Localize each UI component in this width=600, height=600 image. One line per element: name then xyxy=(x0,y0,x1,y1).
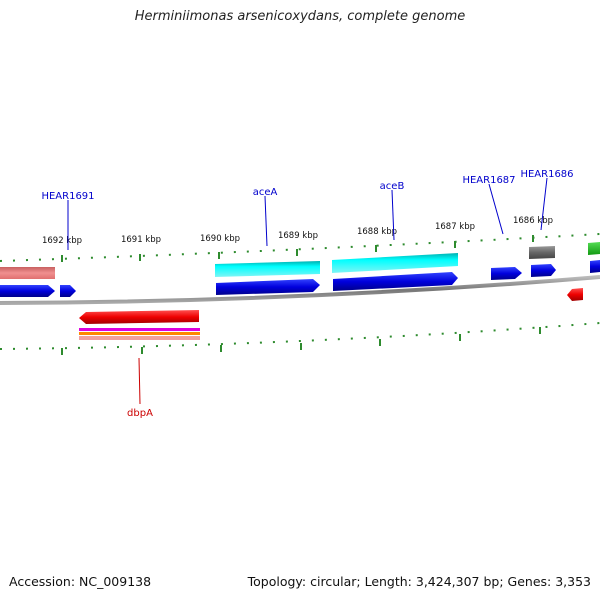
label-dbpA[interactable]: dbpA xyxy=(127,408,153,419)
accession-text: Accession: NC_009138 xyxy=(9,574,152,589)
gene-labels: HEAR1691 aceA aceB HEAR1687 HEAR1686 dbp… xyxy=(41,169,573,419)
inner-tick-dots xyxy=(0,322,600,350)
gene-dbpA-pink xyxy=(79,336,200,340)
gene-dbpA-magenta xyxy=(79,328,200,331)
cds-aceA xyxy=(216,279,320,295)
tick-label: 1689 kbp xyxy=(278,231,318,241)
label-hear1687[interactable]: HEAR1687 xyxy=(462,175,515,186)
gene-aceA-cyan xyxy=(215,261,320,277)
gene-red-small xyxy=(567,288,583,301)
cds-hear1691 xyxy=(60,285,76,297)
outer-major-ticks xyxy=(61,235,534,262)
label-aceB[interactable]: aceB xyxy=(380,181,405,192)
tick-label: 1686 kbp xyxy=(513,216,553,226)
label-hear1686[interactable]: HEAR1686 xyxy=(520,169,573,180)
forward-cds[interactable] xyxy=(0,260,600,297)
cds-aceB xyxy=(333,272,458,291)
gene-dbpA-orange xyxy=(79,332,200,335)
cds-arrow xyxy=(0,285,55,297)
gene-aceB-cyan xyxy=(332,253,458,273)
forward-genes-outer[interactable] xyxy=(0,242,600,279)
inner-major-ticks xyxy=(61,327,541,355)
tick-label: 1692 kbp xyxy=(42,236,82,246)
tick-label: 1687 kbp xyxy=(435,222,475,232)
tick-labels: 1692 kbp 1691 kbp 1690 kbp 1689 kbp 1688… xyxy=(42,216,553,246)
gene-green-edge xyxy=(588,242,600,255)
label-aceA[interactable]: aceA xyxy=(253,187,278,198)
label-hear1691[interactable]: HEAR1691 xyxy=(41,191,94,202)
reverse-genes[interactable] xyxy=(79,288,583,340)
outer-tick-dots xyxy=(0,233,600,262)
cds-hear1686 xyxy=(531,264,556,277)
gene-gray xyxy=(529,246,555,259)
genome-summary-text: Topology: circular; Length: 3,424,307 bp… xyxy=(247,574,591,589)
gene-dbpA-red xyxy=(79,310,199,324)
map-title: Herminiimonas arsenicoxydans, complete g… xyxy=(134,9,466,24)
cds-right-edge xyxy=(590,260,600,273)
label-leaders xyxy=(67,177,548,405)
tick-label: 1691 kbp xyxy=(121,235,161,245)
tick-label: 1688 kbp xyxy=(357,227,397,237)
genome-backbone xyxy=(0,275,600,305)
cds-hear1687 xyxy=(491,267,522,280)
gene-pink-left xyxy=(0,267,55,279)
tick-label: 1690 kbp xyxy=(200,234,240,244)
